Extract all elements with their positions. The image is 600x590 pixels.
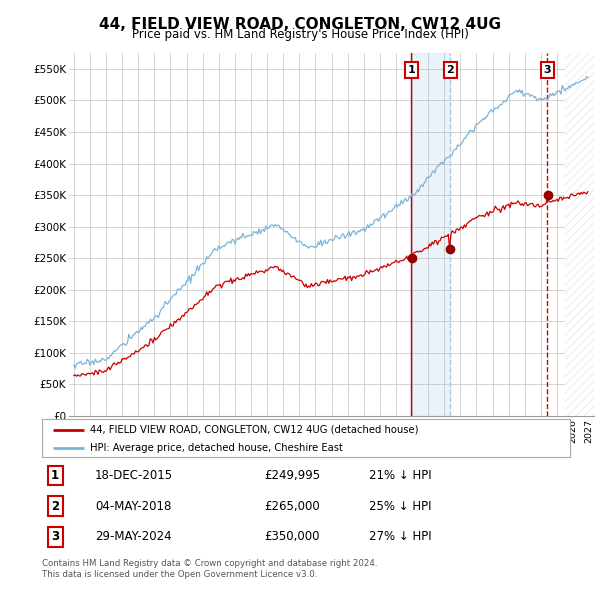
Text: 27% ↓ HPI: 27% ↓ HPI — [370, 530, 432, 543]
Text: 2: 2 — [51, 500, 59, 513]
Text: Price paid vs. HM Land Registry's House Price Index (HPI): Price paid vs. HM Land Registry's House … — [131, 28, 469, 41]
Text: 29-MAY-2024: 29-MAY-2024 — [95, 530, 172, 543]
Text: £265,000: £265,000 — [264, 500, 320, 513]
Text: 18-DEC-2015: 18-DEC-2015 — [95, 469, 173, 482]
Bar — [565, 53, 600, 416]
Text: 3: 3 — [544, 65, 551, 75]
Text: 44, FIELD VIEW ROAD, CONGLETON, CW12 4UG (detached house): 44, FIELD VIEW ROAD, CONGLETON, CW12 4UG… — [89, 425, 418, 435]
Text: 1: 1 — [407, 65, 415, 75]
Text: 25% ↓ HPI: 25% ↓ HPI — [370, 500, 432, 513]
Text: 04-MAY-2018: 04-MAY-2018 — [95, 500, 171, 513]
Text: 3: 3 — [51, 530, 59, 543]
Bar — [412, 53, 450, 416]
Text: £249,995: £249,995 — [264, 469, 320, 482]
Text: Contains HM Land Registry data © Crown copyright and database right 2024.: Contains HM Land Registry data © Crown c… — [42, 559, 377, 568]
Text: 44, FIELD VIEW ROAD, CONGLETON, CW12 4UG: 44, FIELD VIEW ROAD, CONGLETON, CW12 4UG — [99, 17, 501, 31]
Text: £350,000: £350,000 — [264, 530, 319, 543]
Text: 1: 1 — [51, 469, 59, 482]
Bar — [565, 53, 600, 416]
Text: 2: 2 — [446, 65, 454, 75]
Text: This data is licensed under the Open Government Licence v3.0.: This data is licensed under the Open Gov… — [42, 571, 317, 579]
Text: 21% ↓ HPI: 21% ↓ HPI — [370, 469, 432, 482]
Text: HPI: Average price, detached house, Cheshire East: HPI: Average price, detached house, Ches… — [89, 442, 343, 453]
